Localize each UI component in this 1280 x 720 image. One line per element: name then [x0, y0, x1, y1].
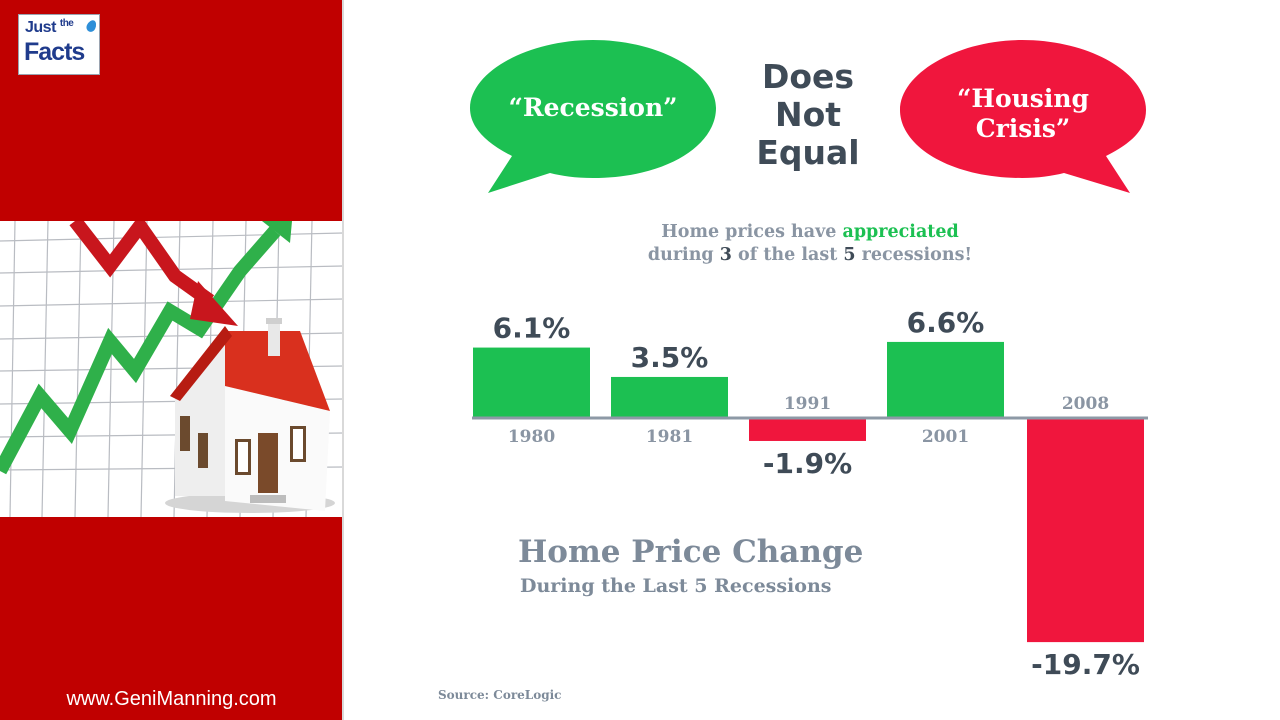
housing-crisis-speech-bubble [900, 40, 1146, 193]
left-sidebar-panel: Just the Facts [0, 0, 343, 720]
category-label-1980: 1980 [508, 427, 555, 447]
housing-crisis-label-line2: Crisis” [975, 114, 1071, 143]
connector-line3: Equal [756, 133, 860, 172]
value-label-2001: 6.6% [907, 306, 985, 339]
just-the-facts-logo: Just the Facts [18, 14, 100, 75]
category-label-1991: 1991 [784, 394, 831, 414]
connector-line1: Does [761, 57, 855, 96]
house-market-illustration [0, 221, 343, 517]
chart-subtitle: During the Last 5 Recessions [520, 575, 832, 597]
recession-label: “Recession” [508, 93, 678, 122]
logo-text-facts: Facts [24, 38, 85, 66]
logo-text-just: Just [25, 19, 56, 36]
value-label-2008: -19.7% [1031, 648, 1140, 681]
website-url[interactable]: www.GeniManning.com [66, 688, 277, 710]
bar-1991 [749, 419, 866, 441]
value-label-1991: -1.9% [763, 447, 852, 480]
logo-text-the: the [59, 18, 74, 29]
housing-crisis-label-line1: “Housing [956, 84, 1090, 113]
category-label-2001: 2001 [922, 427, 969, 447]
category-label-2008: 2008 [1062, 394, 1109, 414]
recession-speech-bubble [470, 40, 716, 193]
does-not-equal-text: Does Not Equal [730, 58, 886, 172]
bar-2008 [1027, 419, 1144, 643]
panel-divider [342, 0, 344, 720]
speech-bubbles [470, 40, 1146, 193]
connector-line2: Not [774, 95, 842, 134]
bar-1980 [473, 347, 590, 417]
bar-2001 [887, 341, 1004, 417]
bar-1981 [611, 376, 728, 417]
subheadline: Home prices have appreciated during 3 of… [647, 222, 973, 265]
value-label-1981: 3.5% [631, 341, 709, 374]
source-note: Source: CoreLogic [438, 688, 562, 702]
chart-title: Home Price Change [518, 534, 864, 570]
value-label-1980: 6.1% [493, 312, 571, 345]
appreciated-highlight: appreciated [842, 222, 959, 242]
category-label-1981: 1981 [646, 427, 693, 447]
